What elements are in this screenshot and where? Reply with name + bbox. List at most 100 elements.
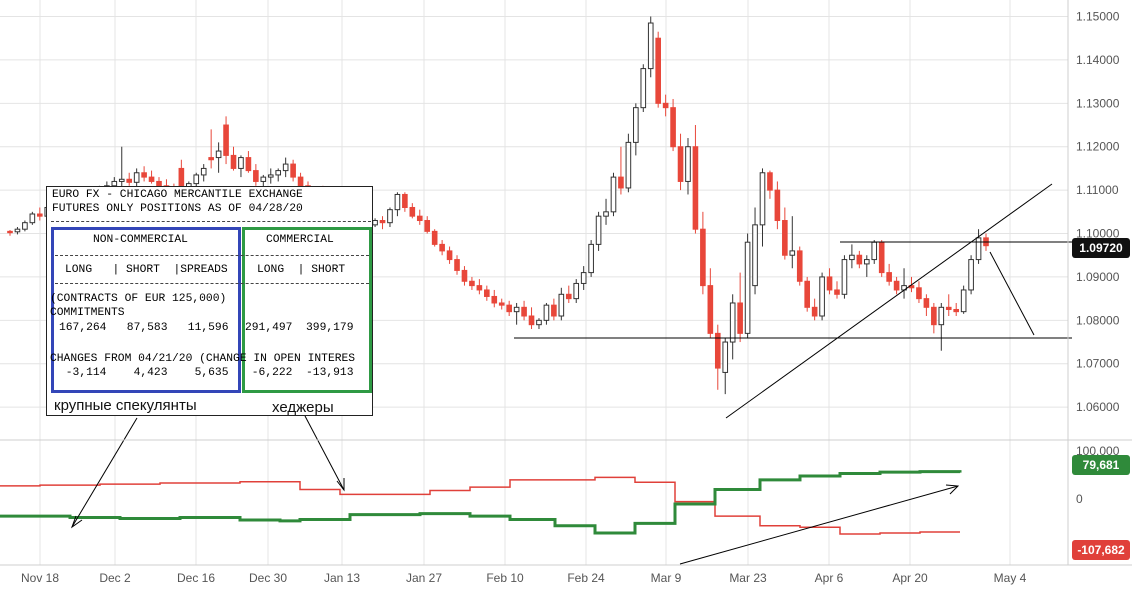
candle-body [454,259,460,271]
cot-series-line-long [0,476,960,535]
hedgers-label: хеджеры [272,399,334,416]
hedgers-arrowhead [336,478,345,492]
date-tick-label: Feb 10 [486,571,524,585]
candle-body [945,306,952,310]
candle-body [804,280,811,308]
candle-body [849,254,855,261]
candle-body [588,243,594,274]
indicator-tick-label: 0 [1076,492,1083,506]
changes-noncommercial: -3,114 4,423 5,635 [59,367,229,379]
candle-body [498,302,505,306]
candle-body [7,230,13,234]
candle-body [267,174,274,178]
candle-body [573,282,580,300]
candle-body [238,157,244,169]
cot-title-line1: EURO FX - CHICAGO MERCANTILE EXCHANGE [52,189,303,201]
candle-body [193,174,200,185]
candle-body [148,176,155,182]
changes-label: CHANGES FROM 04/21/20 (CHANGE IN OPEN IN… [50,353,356,365]
candle-body [953,308,960,313]
candle-body [14,228,21,233]
candle-body [253,170,259,182]
date-tick-label: Mar 23 [729,571,767,585]
speculators-arrowhead [70,515,83,529]
candle-body [394,193,401,211]
commercial-frame [242,227,372,393]
candle-body [409,206,416,217]
candle-body [893,280,900,291]
candle-body [469,280,475,287]
speculators-label: крупные спекулянты [54,397,197,414]
candle-body [782,220,788,256]
cot-red-value-tag: -107,682 [1072,540,1130,560]
candle-body [215,150,222,159]
candle-body [133,172,140,183]
candle-body [677,146,684,182]
date-tick-label: Mar 9 [651,571,682,585]
candle-body [387,209,393,224]
cot-indicator-panel [0,470,962,535]
candle-body [759,172,766,226]
candle-body [595,215,602,245]
candle-body [655,37,661,104]
candle-body [513,306,520,313]
candle-body [960,289,967,313]
candle-body [379,220,386,224]
candle-body [737,302,743,334]
candle-body [640,68,647,109]
candle-body [662,102,669,109]
noncommercial-columns: LONG | SHORT |SPREADS [65,264,228,276]
price-tick-label: 1.07000 [1076,357,1120,371]
candle-body [126,178,133,183]
cot-divider [51,221,371,222]
candle-body [297,176,304,187]
cot-title-line2: FUTURES ONLY POSITIONS AS OF 04/28/20 [52,203,303,215]
trend-lines [514,183,1072,419]
candle-body [722,341,729,373]
candle-body [208,157,214,161]
candle-body [633,107,639,143]
candle-body [729,302,736,343]
candle-body [625,141,632,189]
rising-short-arrow [679,485,959,565]
candle-body [558,293,565,317]
changes-commercial: -6,222 -13,913 [245,367,354,379]
candle-body [975,237,982,261]
date-tick-label: Dec 16 [177,571,215,585]
date-tick-label: Feb 24 [567,571,605,585]
candle-body [282,163,289,172]
candle-body [245,157,252,172]
date-tick-label: Jan 13 [324,571,360,585]
candle-body [871,241,878,261]
date-tick-label: Apr 6 [815,571,844,585]
commercial-header: COMMERCIAL [266,234,334,246]
candle-body [22,222,28,230]
date-tick-label: Jan 27 [406,571,442,585]
last-price-tag: 1.09720 [1072,238,1130,258]
candle-body [372,220,378,226]
candle-body [811,306,818,317]
rising-trendline [725,183,1053,419]
price-tick-label: 1.06000 [1076,400,1120,414]
candle-body [796,250,803,282]
noncommercial-header: NON-COMMERCIAL [93,234,188,246]
candle-body [118,178,125,182]
candle-body [819,276,825,317]
speculators-arrow [71,417,138,528]
cot-divider-2 [55,255,369,256]
commercial-columns: LONG | SHORT [257,264,346,276]
contracts-line: (CONTRACTS OF EUR 125,000) [50,293,227,305]
candle-body [931,306,937,326]
candle-body [543,304,550,321]
candle-body [439,243,445,252]
date-tick-label: Nov 18 [21,571,59,585]
candle-body [789,250,796,256]
candle-body [841,259,848,295]
candle-body [536,319,542,326]
candle-body [223,124,229,156]
annotation-arrows [70,415,960,565]
candle-body [156,180,162,187]
price-tick-label: 1.13000 [1076,96,1120,110]
candle-body [551,304,557,317]
cot-divider-3 [55,283,369,284]
